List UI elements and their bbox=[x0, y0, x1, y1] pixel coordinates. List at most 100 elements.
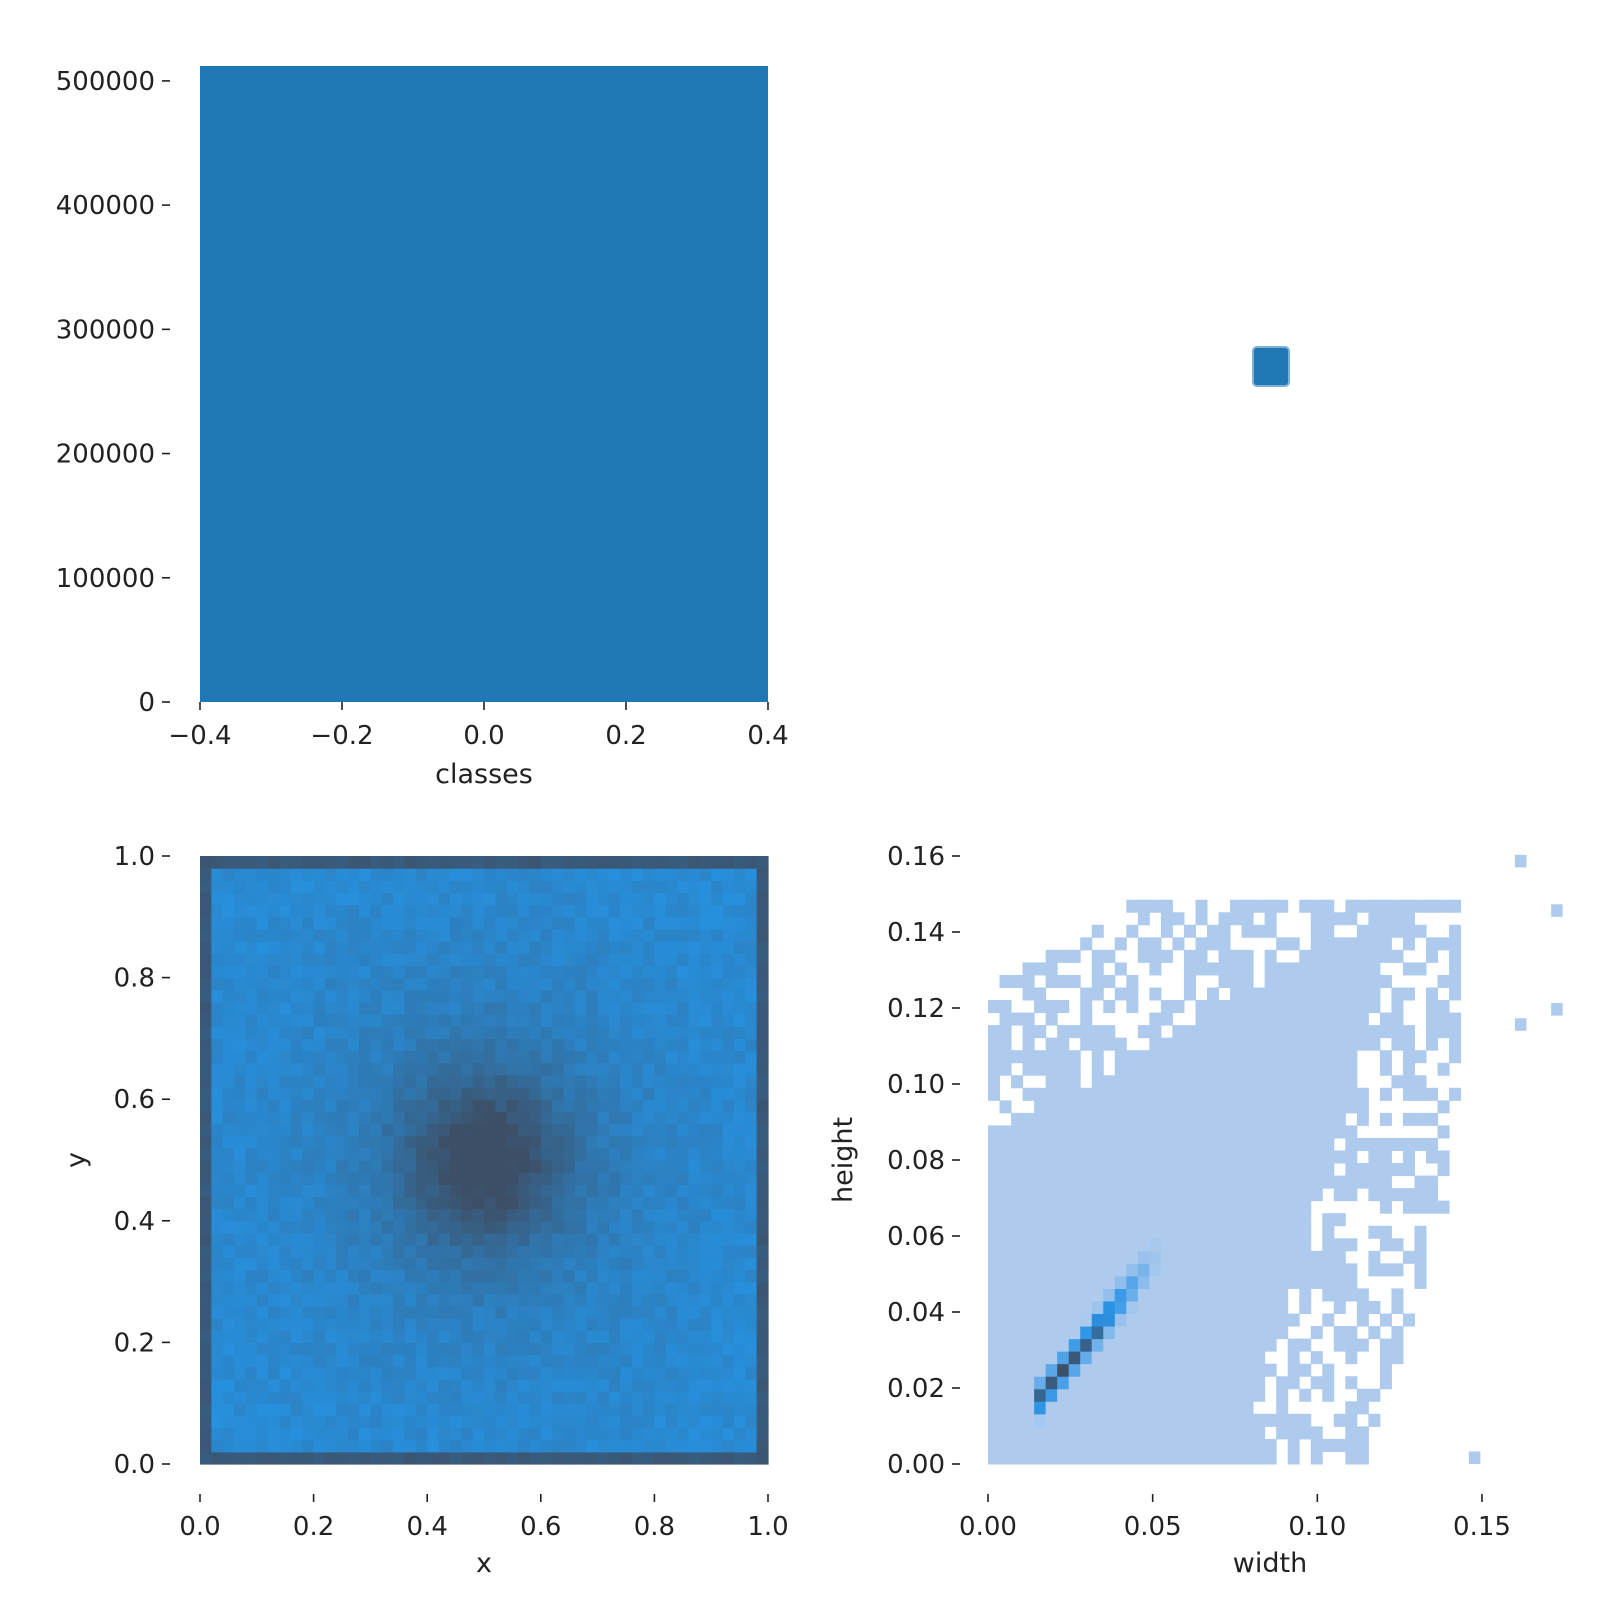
heatmap-cell bbox=[699, 1196, 712, 1210]
heatmap-cell bbox=[597, 880, 610, 894]
heatmap-cell bbox=[540, 1099, 553, 1112]
heatmap-cell bbox=[1011, 1175, 1024, 1189]
heatmap-cell bbox=[1264, 962, 1277, 976]
heatmap-cell bbox=[302, 1074, 315, 1088]
heatmap-cell bbox=[1322, 912, 1335, 926]
heatmap-cell bbox=[381, 1245, 394, 1258]
heatmap-cell bbox=[1230, 1213, 1243, 1227]
heatmap-cell bbox=[999, 1175, 1012, 1189]
heatmap-cell bbox=[608, 1305, 621, 1319]
heatmap-cell bbox=[665, 1087, 678, 1100]
heatmap-cell bbox=[677, 1087, 690, 1100]
heatmap-cell bbox=[393, 977, 406, 991]
heatmap-cell bbox=[1276, 1112, 1289, 1126]
heatmap-cell bbox=[756, 1026, 769, 1039]
heatmap-cell bbox=[999, 1250, 1012, 1264]
heatmap-cell bbox=[711, 1014, 724, 1027]
heatmap-cell bbox=[222, 1160, 235, 1173]
heatmap-cell bbox=[484, 916, 496, 930]
heatmap-cell bbox=[1114, 1401, 1127, 1415]
heatmap-cell bbox=[1391, 1338, 1404, 1352]
y-tick-label: 400000 bbox=[56, 191, 155, 221]
y-tick-label: 1.0 bbox=[114, 842, 155, 872]
heatmap-cell bbox=[1333, 1125, 1346, 1139]
heatmap-cell bbox=[711, 989, 724, 1003]
heatmap-cell bbox=[1437, 974, 1450, 988]
heatmap-cell bbox=[484, 1232, 496, 1246]
heatmap-cell bbox=[472, 1026, 485, 1039]
heatmap-cell bbox=[404, 1366, 417, 1380]
heatmap-cell bbox=[495, 1245, 508, 1258]
heatmap-cell bbox=[256, 1184, 269, 1198]
heatmap-cell bbox=[597, 1318, 610, 1331]
heatmap-cell bbox=[722, 1172, 735, 1185]
heatmap-cell bbox=[699, 1147, 712, 1161]
heatmap-cell bbox=[506, 965, 519, 979]
heatmap-cell bbox=[665, 856, 678, 869]
heatmap-cell bbox=[597, 1257, 610, 1271]
heatmap-cell bbox=[1137, 1238, 1150, 1252]
heatmap-cell bbox=[461, 953, 474, 967]
heatmap-cell bbox=[1057, 1426, 1070, 1440]
heatmap-cell bbox=[484, 1342, 496, 1356]
heatmap-cell bbox=[427, 1378, 440, 1392]
heatmap-cell bbox=[211, 856, 224, 869]
heatmap-cell bbox=[1299, 1300, 1312, 1315]
heatmap-cell bbox=[1218, 1438, 1231, 1452]
heatmap-cell bbox=[722, 1257, 735, 1271]
heatmap-cell bbox=[597, 916, 610, 930]
heatmap-cell bbox=[1379, 1150, 1392, 1164]
heatmap-cell bbox=[1011, 1338, 1024, 1352]
heatmap-cell bbox=[699, 1111, 712, 1125]
heatmap-cell bbox=[563, 1403, 576, 1416]
heatmap-cell bbox=[1114, 1112, 1127, 1126]
heatmap-cell bbox=[484, 1427, 496, 1441]
heatmap-cell bbox=[1068, 1401, 1081, 1415]
heatmap-cell bbox=[506, 1257, 519, 1271]
heatmap-cell bbox=[279, 1038, 292, 1052]
heatmap-cell bbox=[1172, 1050, 1185, 1064]
heatmap-cell bbox=[586, 1342, 599, 1356]
heatmap-cell bbox=[393, 1318, 406, 1331]
heatmap-cell bbox=[1149, 1150, 1162, 1164]
heatmap-cell bbox=[722, 1160, 735, 1173]
heatmap-cell bbox=[302, 1208, 315, 1222]
heatmap-cell bbox=[1091, 1075, 1104, 1089]
heatmap-cell bbox=[404, 1160, 417, 1173]
heatmap-cell bbox=[290, 856, 303, 869]
heatmap-cell bbox=[722, 916, 735, 930]
heatmap-cell bbox=[1379, 1200, 1392, 1214]
heatmap-cell bbox=[1172, 912, 1185, 926]
heatmap-cell bbox=[1160, 1087, 1173, 1101]
heatmap-cell bbox=[1011, 1326, 1024, 1340]
heatmap-cell bbox=[200, 1123, 212, 1137]
heatmap-cell bbox=[1241, 1075, 1254, 1089]
heatmap-cell bbox=[370, 965, 383, 979]
heatmap-cell bbox=[279, 1391, 292, 1404]
heatmap-cell bbox=[756, 1318, 769, 1331]
heatmap-cell bbox=[1137, 1351, 1150, 1365]
heatmap-cell bbox=[654, 1196, 667, 1210]
heatmap-cell bbox=[200, 1062, 212, 1076]
heatmap-cell bbox=[279, 1427, 292, 1441]
heatmap-cell bbox=[1068, 1137, 1081, 1151]
heatmap-cell bbox=[506, 1184, 519, 1198]
heatmap-cell bbox=[699, 1354, 712, 1368]
heatmap-cell bbox=[427, 1245, 440, 1258]
heatmap-cell bbox=[234, 965, 247, 979]
heatmap-cell bbox=[495, 965, 508, 979]
heatmap-cell bbox=[461, 1184, 474, 1198]
heatmap-cell bbox=[563, 1111, 576, 1125]
heatmap-cell bbox=[1045, 1426, 1058, 1440]
heatmap-cell bbox=[200, 1318, 212, 1331]
heatmap-cell bbox=[1022, 1112, 1035, 1126]
heatmap-cell bbox=[1322, 1050, 1335, 1064]
heatmap-cell bbox=[359, 1354, 371, 1368]
heatmap-cell bbox=[608, 1245, 621, 1258]
heatmap-cell bbox=[495, 1354, 508, 1368]
heatmap-cell bbox=[1230, 1263, 1243, 1277]
heatmap-cell bbox=[699, 1391, 712, 1404]
heatmap-cell bbox=[1011, 1125, 1024, 1139]
heatmap-cell bbox=[631, 1269, 644, 1283]
heatmap-cell bbox=[1230, 1388, 1243, 1402]
